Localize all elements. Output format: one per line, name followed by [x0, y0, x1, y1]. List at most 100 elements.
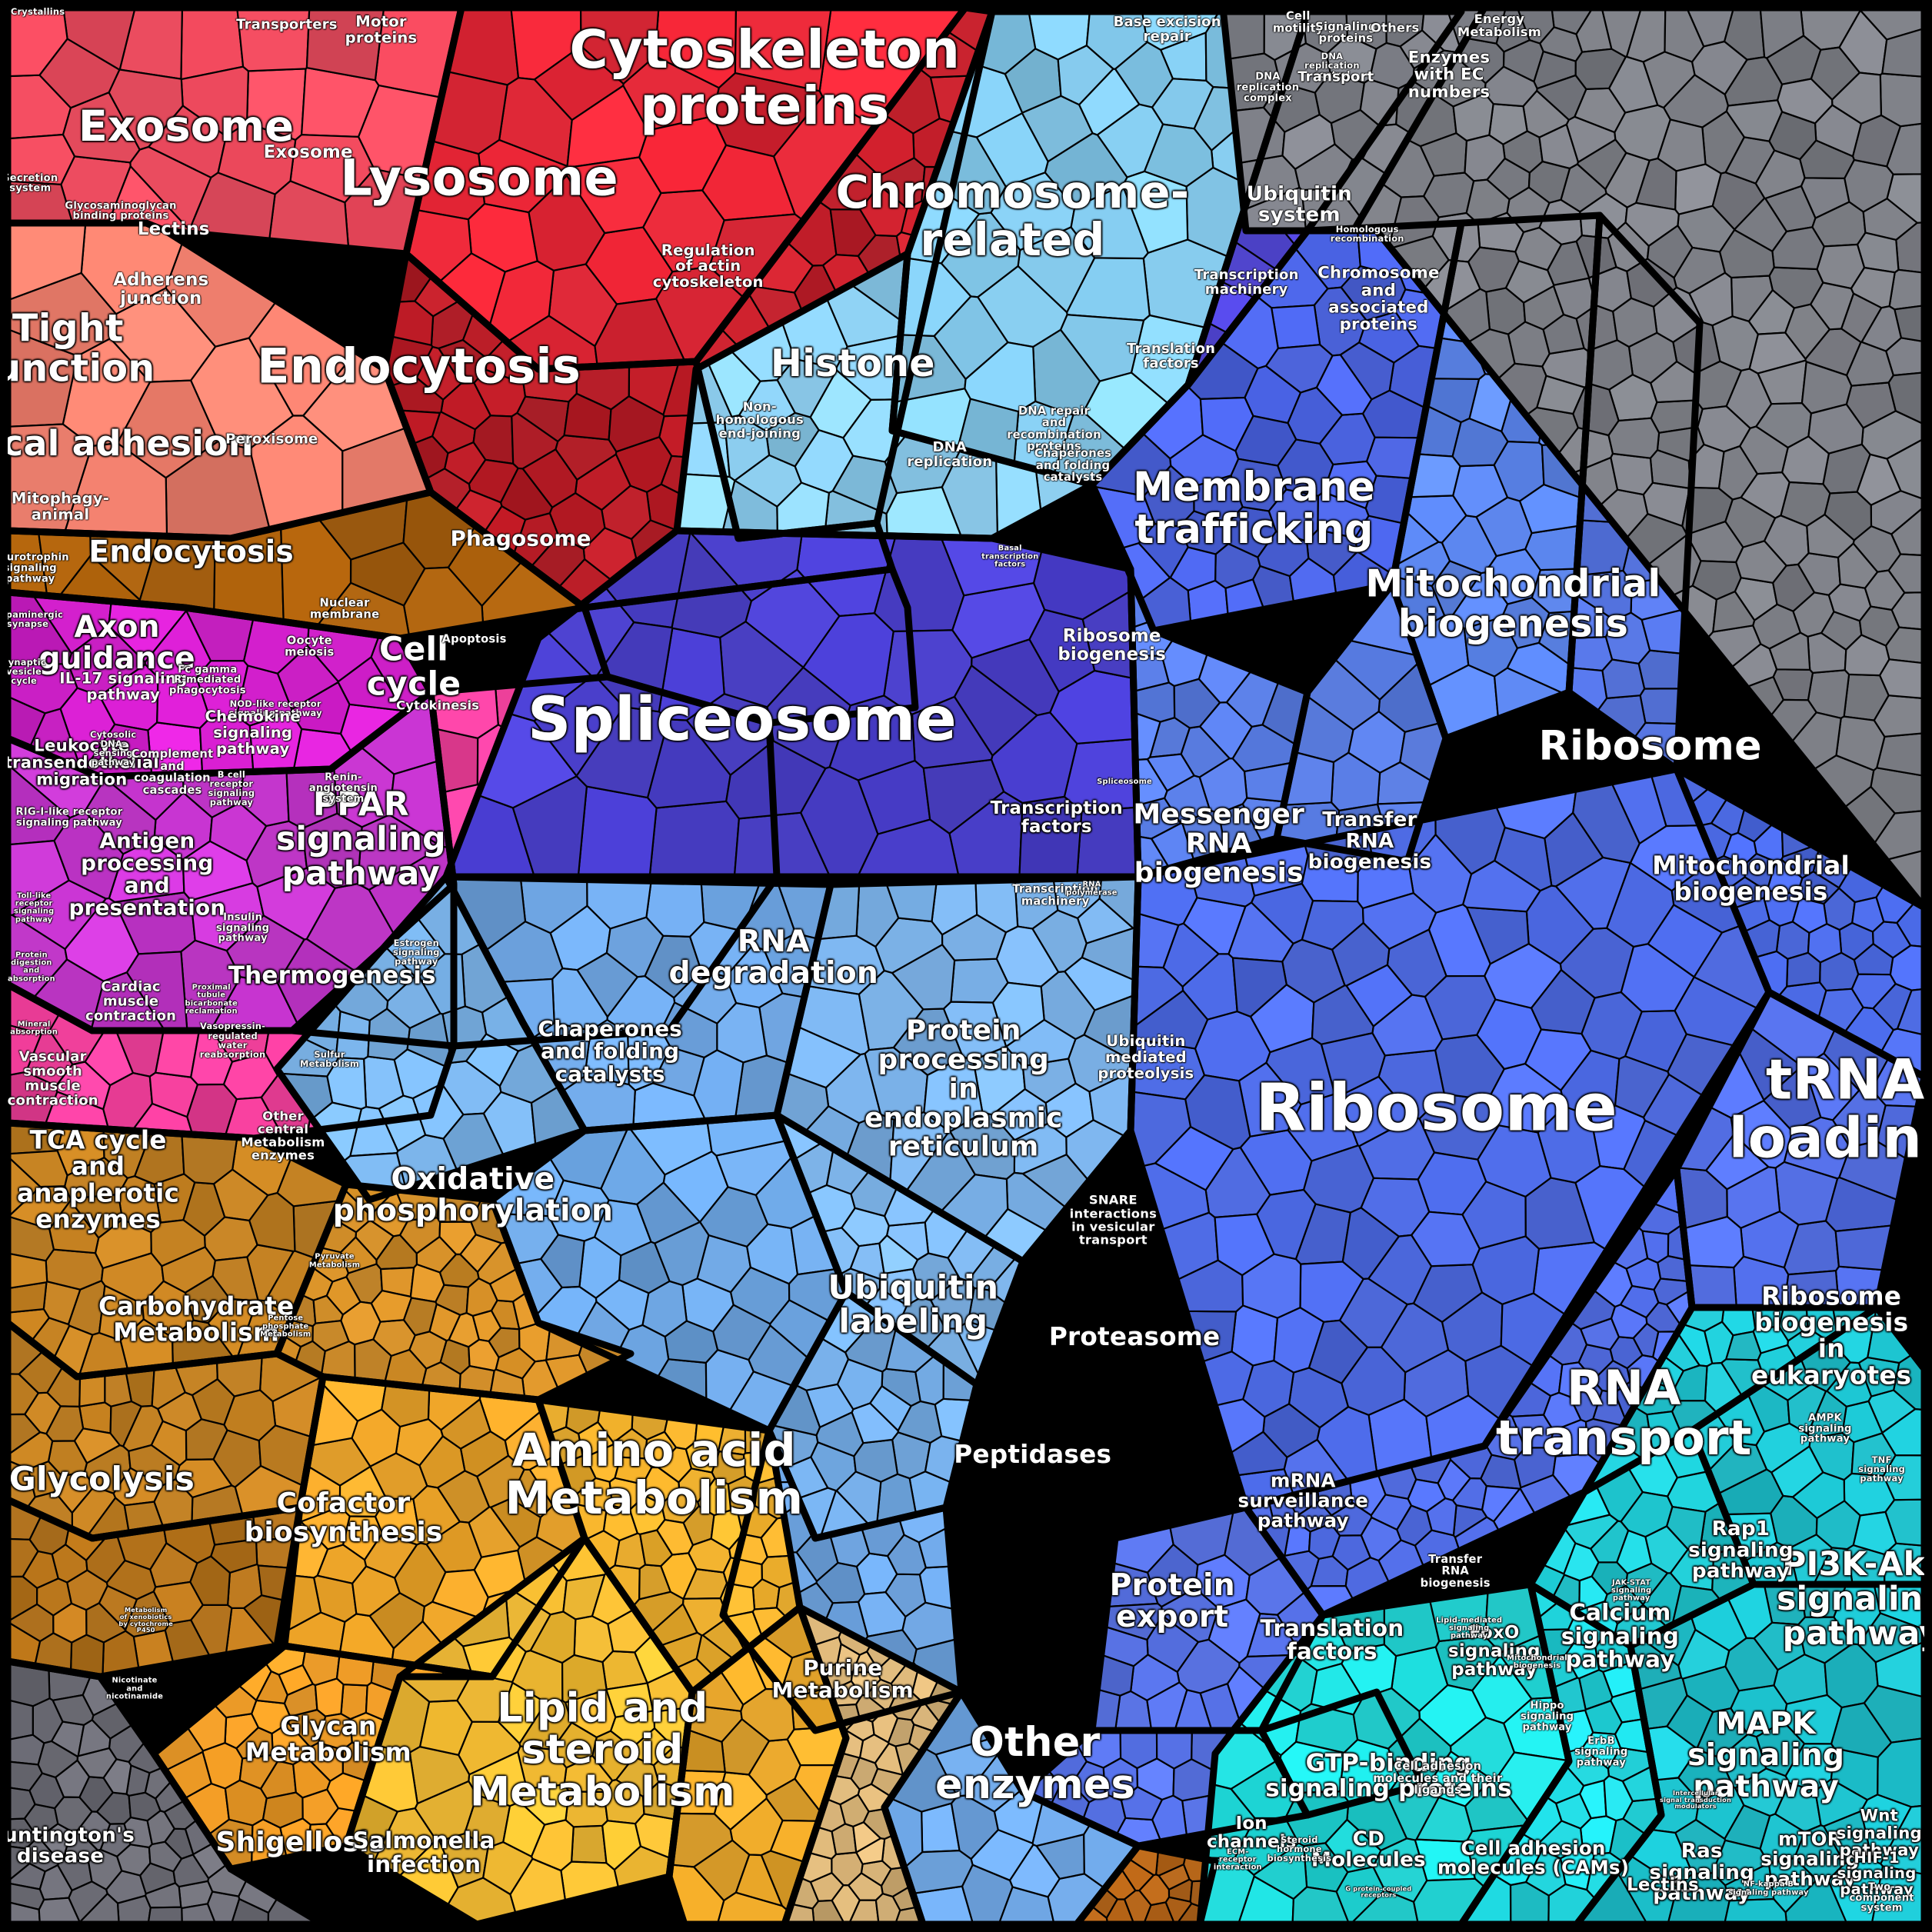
treemap-cell[interactable]: [1492, 1487, 1537, 1534]
treemap-cell[interactable]: [1762, 1065, 1822, 1132]
treemap-cell[interactable]: [858, 184, 908, 238]
treemap-cell[interactable]: [565, 1790, 609, 1828]
treemap-cell[interactable]: [1134, 758, 1168, 807]
treemap-cell[interactable]: [1712, 590, 1756, 633]
treemap-cell[interactable]: [1059, 314, 1145, 382]
treemap-cell[interactable]: [1791, 897, 1828, 934]
treemap-cell[interactable]: [369, 1452, 428, 1501]
treemap-cell[interactable]: [1862, 197, 1919, 242]
treemap-cell[interactable]: [528, 174, 606, 271]
treemap-cell[interactable]: [1371, 994, 1444, 1057]
treemap-cell[interactable]: [1199, 396, 1254, 452]
treemap-cell[interactable]: [473, 1549, 528, 1599]
treemap-cell[interactable]: [605, 1682, 655, 1718]
treemap-cell[interactable]: [1270, 304, 1321, 350]
treemap-cell[interactable]: [1004, 1018, 1077, 1068]
treemap-cell[interactable]: [1076, 806, 1140, 878]
treemap-cell[interactable]: [930, 1277, 975, 1330]
treemap-cell[interactable]: [1341, 1346, 1407, 1416]
treemap-cell[interactable]: [1724, 496, 1777, 548]
treemap-cell[interactable]: [301, 812, 363, 889]
treemap-cell[interactable]: [1504, 259, 1555, 304]
treemap-cell[interactable]: [1807, 403, 1864, 455]
treemap-cell[interactable]: [1657, 118, 1707, 172]
treemap-cell[interactable]: [1018, 795, 1083, 878]
treemap-cell[interactable]: [1198, 757, 1248, 814]
treemap-cell[interactable]: [1461, 859, 1542, 913]
treemap-cell[interactable]: [1730, 1099, 1794, 1169]
treemap-cell[interactable]: [116, 379, 219, 479]
treemap-cell[interactable]: [438, 1253, 480, 1288]
treemap-cell[interactable]: [1724, 136, 1776, 185]
treemap-cell[interactable]: [1842, 1006, 1895, 1054]
treemap-cell[interactable]: [236, 6, 311, 72]
treemap-cell[interactable]: [443, 441, 487, 485]
treemap-cell[interactable]: [1844, 634, 1890, 677]
treemap-cell[interactable]: [1154, 1125, 1234, 1191]
treemap-cell[interactable]: [198, 715, 255, 774]
treemap-cell[interactable]: [1031, 909, 1088, 974]
treemap-cell[interactable]: [1424, 974, 1497, 1041]
treemap-cell[interactable]: [326, 1057, 368, 1111]
treemap-cell[interactable]: [1169, 546, 1217, 591]
treemap-cell[interactable]: [1524, 1028, 1592, 1092]
treemap-cell[interactable]: [1601, 658, 1646, 700]
treemap-cell[interactable]: [1307, 1522, 1341, 1560]
treemap-cell[interactable]: [539, 1234, 585, 1289]
treemap-cell[interactable]: [109, 1401, 143, 1447]
treemap-cell[interactable]: [1607, 417, 1661, 459]
treemap-cell[interactable]: [1572, 781, 1641, 864]
treemap-cell[interactable]: [1856, 232, 1900, 274]
treemap-cell[interactable]: [561, 1654, 608, 1704]
treemap-cell[interactable]: [156, 676, 212, 729]
treemap-cell[interactable]: [1008, 1844, 1061, 1898]
treemap-cell[interactable]: [1120, 1786, 1164, 1821]
treemap-cell[interactable]: [1237, 1061, 1302, 1138]
treemap-cell[interactable]: [152, 1581, 205, 1625]
treemap-cell[interactable]: [575, 706, 670, 799]
treemap-cell[interactable]: [941, 914, 1008, 961]
treemap-cell[interactable]: [418, 1699, 474, 1757]
treemap-cell[interactable]: [1501, 596, 1551, 649]
treemap-cell[interactable]: [1068, 1034, 1134, 1093]
treemap-cell[interactable]: [1620, 943, 1696, 1013]
treemap-cell[interactable]: [635, 1181, 701, 1244]
treemap-cell[interactable]: [182, 840, 254, 901]
treemap-cell[interactable]: [878, 1234, 919, 1275]
treemap-cell[interactable]: [638, 115, 728, 195]
treemap-cell[interactable]: [1542, 1391, 1582, 1432]
treemap-cell[interactable]: [1257, 530, 1310, 578]
treemap-cell[interactable]: [475, 1454, 525, 1508]
treemap-cell[interactable]: [1786, 951, 1821, 988]
treemap-cell[interactable]: [1542, 313, 1585, 355]
treemap-cell[interactable]: [802, 612, 894, 707]
treemap-cell[interactable]: [521, 448, 578, 509]
treemap-cell[interactable]: [712, 1304, 771, 1361]
treemap-cell[interactable]: [1410, 1211, 1481, 1267]
treemap-cell[interactable]: [595, 1279, 650, 1331]
treemap-cell[interactable]: [1783, 1270, 1840, 1309]
treemap-cell[interactable]: [337, 655, 406, 712]
treemap-cell[interactable]: [488, 1327, 521, 1359]
treemap-cell[interactable]: [1610, 452, 1654, 496]
treemap-cell[interactable]: [991, 981, 1045, 1048]
treemap-cell[interactable]: [570, 1824, 608, 1864]
treemap-cell[interactable]: [990, 711, 1078, 804]
treemap-cell[interactable]: [605, 916, 665, 978]
treemap-cell[interactable]: [1718, 228, 1775, 279]
treemap-cell[interactable]: [1858, 605, 1900, 647]
treemap-cell[interactable]: [851, 1402, 899, 1444]
treemap-cell[interactable]: [150, 1219, 206, 1267]
treemap-cell[interactable]: [648, 800, 741, 878]
treemap-cell[interactable]: [964, 341, 1037, 413]
treemap-cell[interactable]: [225, 914, 306, 984]
treemap-cell[interactable]: [1604, 611, 1651, 665]
treemap-cell[interactable]: [1639, 688, 1682, 725]
treemap-cell[interactable]: [1831, 72, 1883, 125]
treemap-cell[interactable]: [1725, 99, 1784, 142]
treemap-cell[interactable]: [440, 1397, 492, 1450]
treemap-cell[interactable]: [1592, 1359, 1631, 1394]
treemap-cell[interactable]: [1475, 496, 1533, 558]
treemap-cell[interactable]: [1860, 305, 1903, 352]
treemap-cell[interactable]: [339, 1236, 378, 1274]
